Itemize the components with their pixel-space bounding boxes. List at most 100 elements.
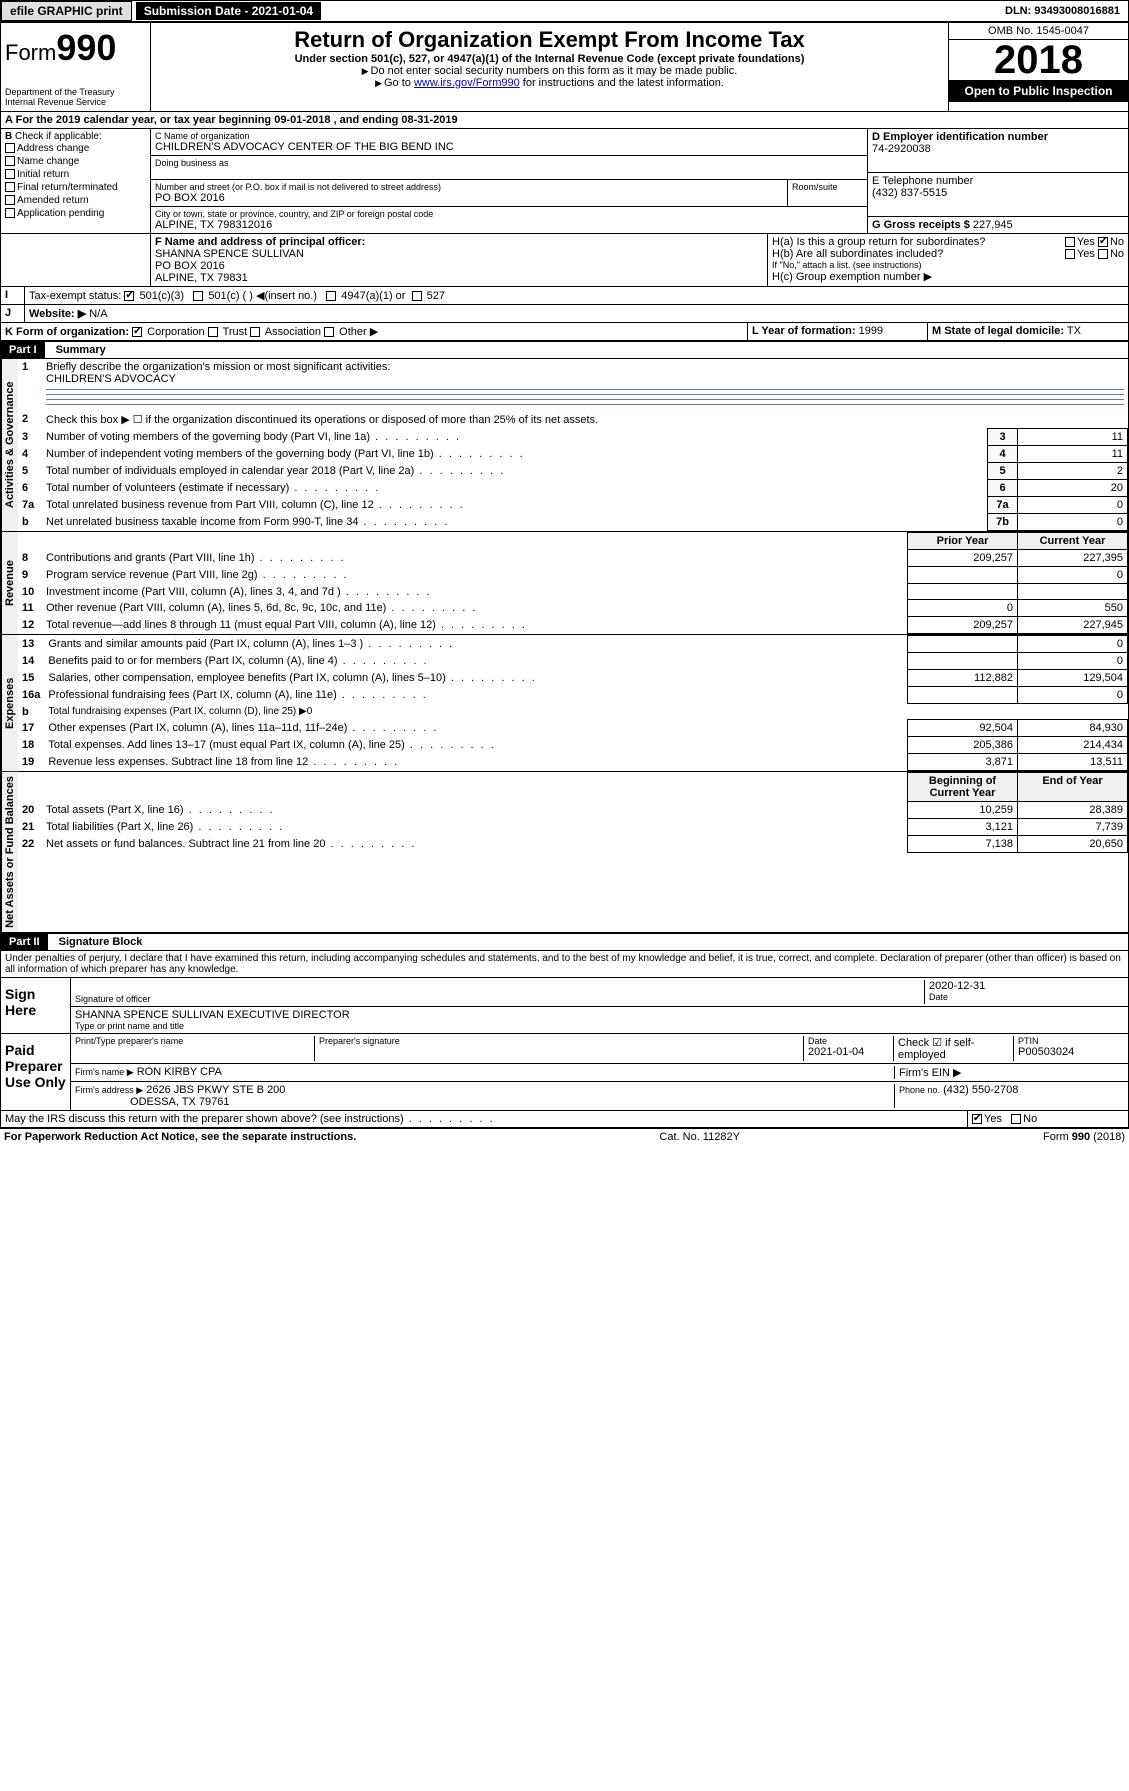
- sign-here-label: Sign Here: [1, 978, 71, 1033]
- officer-group-block: F Name and address of principal officer:…: [0, 234, 1129, 287]
- submission-date: Submission Date - 2021-01-04: [136, 2, 321, 20]
- gross-value: 227,945: [973, 219, 1013, 231]
- firm-phone: (432) 550-2708: [943, 1084, 1018, 1096]
- tax-exempt-row: I Tax-exempt status: 501(c)(3) 501(c) ( …: [0, 287, 1129, 305]
- cb-discuss-no[interactable]: [1011, 1114, 1021, 1124]
- org-city: ALPINE, TX 798312016: [155, 219, 863, 231]
- phone-value: (432) 837-5515: [872, 187, 1124, 199]
- top-bar: efile GRAPHIC print Submission Date - 20…: [0, 0, 1129, 22]
- ptin-value: P00503024: [1018, 1046, 1124, 1058]
- org-info-block: B Check if applicable: Address change Na…: [0, 129, 1129, 234]
- part1-governance: Activities & Governance 1Briefly describ…: [0, 359, 1129, 532]
- cb-corp[interactable]: [132, 327, 142, 337]
- part1-header: Part I Summary: [0, 341, 1129, 359]
- table-row: bTotal fundraising expenses (Part IX, co…: [18, 704, 1128, 720]
- form990-link[interactable]: www.irs.gov/Form990: [414, 77, 520, 89]
- declaration-text: Under penalties of perjury, I declare th…: [0, 951, 1129, 977]
- table-row: 16aProfessional fundraising fees (Part I…: [18, 687, 1128, 704]
- form-number: Form990: [5, 27, 146, 69]
- side-revenue: Revenue: [1, 532, 18, 634]
- officer-addr1: PO BOX 2016: [155, 260, 763, 272]
- check-self-employed[interactable]: Check ☑ if self-employed: [894, 1036, 1014, 1061]
- open-public: Open to Public Inspection: [949, 80, 1128, 102]
- note-goto: Go to www.irs.gov/Form990 for instructio…: [155, 77, 944, 89]
- ha-question: H(a) Is this a group return for subordin…: [772, 236, 1124, 248]
- gross-label: G Gross receipts $: [872, 219, 970, 231]
- cb-discuss-yes[interactable]: [972, 1114, 982, 1124]
- period-text: A: [5, 114, 16, 126]
- footer: For Paperwork Reduction Act Notice, see …: [0, 1128, 1129, 1145]
- cb-initial-return[interactable]: Initial return: [5, 168, 146, 181]
- prep-date: 2021-01-04: [808, 1046, 893, 1058]
- officer-addr2: ALPINE, TX 79831: [155, 272, 763, 284]
- table-row: 7aTotal unrelated business revenue from …: [18, 497, 1128, 514]
- table-row: 5Total number of individuals employed in…: [18, 463, 1128, 480]
- side-governance: Activities & Governance: [1, 359, 18, 531]
- part1-netassets: Net Assets or Fund Balances Beginning of…: [0, 772, 1129, 933]
- cb-name-change[interactable]: Name change: [5, 155, 146, 168]
- paid-preparer-label: Paid Preparer Use Only: [1, 1034, 71, 1110]
- cat-no: Cat. No. 11282Y: [659, 1131, 740, 1143]
- cb-address-change[interactable]: Address change: [5, 142, 146, 155]
- table-row: 6Total number of volunteers (estimate if…: [18, 480, 1128, 497]
- table-row: 4Number of independent voting members of…: [18, 446, 1128, 463]
- sign-here-block: Sign Here Signature of officer 2020-12-3…: [0, 977, 1129, 1034]
- form-title: Return of Organization Exempt From Incom…: [155, 27, 944, 53]
- cb-527[interactable]: [412, 291, 422, 301]
- table-row: 20Total assets (Part X, line 16)10,25928…: [18, 802, 1128, 819]
- org-name: CHILDREN'S ADVOCACY CENTER OF THE BIG BE…: [155, 141, 863, 153]
- tax-year: 2018: [949, 40, 1128, 80]
- side-netassets: Net Assets or Fund Balances: [1, 772, 18, 932]
- firm-name: RON KIRBY CPA: [137, 1066, 222, 1078]
- cb-trust[interactable]: [208, 327, 218, 337]
- officer-name: SHANNA SPENCE SULLIVAN: [155, 248, 763, 260]
- name-label: C Name of organization: [155, 131, 863, 141]
- cb-amended-return[interactable]: Amended return: [5, 194, 146, 207]
- form-ref: Form 990 (2018): [1043, 1131, 1125, 1143]
- room-label: Room/suite: [792, 182, 863, 192]
- side-expenses: Expenses: [1, 635, 18, 771]
- state-domicile: TX: [1067, 325, 1081, 337]
- officer-label: F Name and address of principal officer:: [155, 236, 763, 248]
- table-row: 14Benefits paid to or for members (Part …: [18, 653, 1128, 670]
- form-header: Form990 Department of the Treasury Inter…: [0, 22, 1129, 112]
- cb-501c3[interactable]: [124, 291, 134, 301]
- hb-question: H(b) Are all subordinates included? Yes …: [772, 248, 1124, 260]
- table-row: 11Other revenue (Part VIII, column (A), …: [18, 600, 1128, 617]
- cb-assoc[interactable]: [250, 327, 260, 337]
- form-subtitle: Under section 501(c), 527, or 4947(a)(1)…: [155, 53, 944, 65]
- part1-expenses: Expenses 13Grants and similar amounts pa…: [0, 635, 1129, 772]
- cb-other[interactable]: [324, 327, 334, 337]
- addr-label: Number and street (or P.O. box if mail i…: [155, 182, 783, 192]
- table-row: 21Total liabilities (Part X, line 26)3,1…: [18, 819, 1128, 836]
- website-value: N/A: [89, 308, 107, 320]
- klm-row: K Form of organization: Corporation Trus…: [0, 323, 1129, 341]
- table-row: bNet unrelated business taxable income f…: [18, 514, 1128, 531]
- pra-notice: For Paperwork Reduction Act Notice, see …: [4, 1131, 356, 1143]
- dept-treasury: Department of the Treasury Internal Reve…: [5, 87, 146, 107]
- firm-addr2: ODESSA, TX 79761: [130, 1096, 229, 1108]
- table-row: 9Program service revenue (Part VIII, lin…: [18, 567, 1128, 584]
- period-row: A For the 2019 calendar year, or tax yea…: [0, 112, 1129, 129]
- hc-question: H(c) Group exemption number ▶: [772, 270, 1124, 283]
- hb-note: If "No," attach a list. (see instruction…: [772, 260, 1124, 270]
- sig-date: 2020-12-31: [929, 980, 1124, 992]
- year-formation: 1999: [859, 325, 883, 337]
- mission-text: CHILDREN'S ADVOCACY: [46, 373, 176, 385]
- cb-501c[interactable]: [193, 291, 203, 301]
- city-label: City or town, state or province, country…: [155, 209, 863, 219]
- cb-application-pending[interactable]: Application pending: [5, 207, 146, 220]
- ein-label: D Employer identification number: [872, 131, 1124, 143]
- dln: DLN: 93493008016881: [997, 3, 1128, 19]
- table-row: 22Net assets or fund balances. Subtract …: [18, 836, 1128, 853]
- note-ssn: Do not enter social security numbers on …: [155, 65, 944, 77]
- part2-header: Part II Signature Block: [0, 933, 1129, 951]
- part1-revenue: Revenue Prior YearCurrent Year 8Contribu…: [0, 532, 1129, 635]
- cb-final-return[interactable]: Final return/terminated: [5, 181, 146, 194]
- table-row: 17Other expenses (Part IX, column (A), l…: [18, 720, 1128, 737]
- cb-4947[interactable]: [326, 291, 336, 301]
- officer-typed-name: SHANNA SPENCE SULLIVAN EXECUTIVE DIRECTO…: [75, 1009, 1124, 1021]
- phone-label: E Telephone number: [872, 175, 1124, 187]
- table-row: 12Total revenue—add lines 8 through 11 (…: [18, 617, 1128, 634]
- efile-button[interactable]: efile GRAPHIC print: [1, 1, 132, 21]
